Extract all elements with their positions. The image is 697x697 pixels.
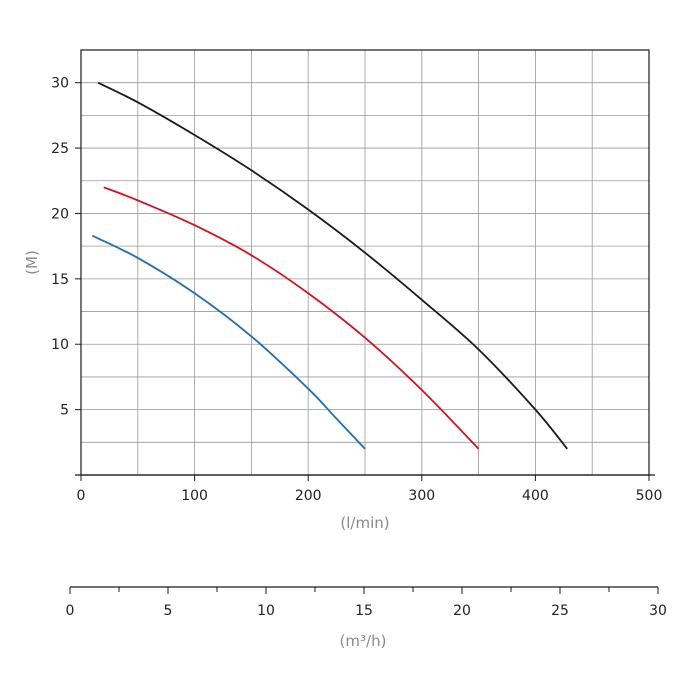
curves	[91, 81, 568, 450]
x-tick-label: 300	[408, 488, 435, 504]
y-tick-label: 5	[60, 403, 69, 419]
secondary-x-tick-label: 20	[453, 603, 471, 619]
secondary-x-tick-label: 25	[551, 603, 569, 619]
secondary-x-axis-title: (m³/h)	[340, 632, 387, 650]
y-tick-label: 20	[51, 206, 69, 222]
y-tick-label: 30	[51, 76, 69, 92]
x-tick-label: 400	[522, 488, 549, 504]
secondary-x-axis: 0 5 10 15 20 25 30	[66, 586, 667, 619]
x-tick-label: 500	[636, 488, 663, 504]
y-tick-label: 15	[51, 272, 69, 288]
secondary-x-tick-label: 10	[257, 603, 275, 619]
secondary-x-tick-label: 5	[164, 603, 173, 619]
axes	[75, 82, 655, 481]
curve-2	[103, 186, 480, 450]
y-tick-label: 25	[51, 141, 69, 157]
secondary-x-tick-label: 15	[355, 603, 373, 619]
grid-lines	[81, 50, 649, 475]
x-tick-label: 200	[295, 488, 322, 504]
x-axis-title: (l/min)	[340, 514, 389, 532]
x-tick-label: 100	[181, 488, 208, 504]
secondary-x-tick-label: 30	[649, 603, 667, 619]
x-tick-label: 0	[77, 488, 86, 504]
y-tick-label: 10	[51, 337, 69, 353]
tick-labels: 0 100 200 300 400 500 5 10 15 20 25 30	[51, 76, 662, 504]
y-axis-title: (M)	[23, 250, 41, 275]
secondary-x-tick-label: 0	[66, 603, 75, 619]
curve-3	[91, 234, 366, 450]
curve-1	[97, 81, 568, 450]
